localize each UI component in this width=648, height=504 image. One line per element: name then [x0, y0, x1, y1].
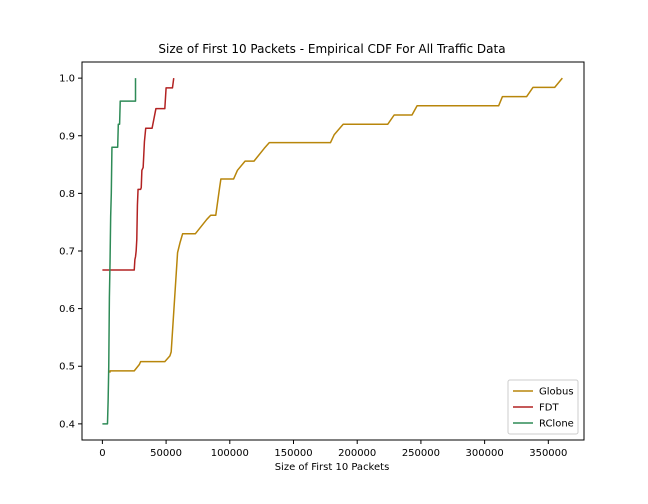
chart-title: Size of First 10 Packets - Empirical CDF…: [158, 42, 505, 56]
y-tick-label: 0.8: [59, 189, 75, 200]
x-tick-label: 100000: [211, 448, 249, 459]
legend-box: [507, 379, 579, 435]
series-line-fdt: [102, 78, 175, 271]
x-tick-label: 200000: [338, 448, 376, 459]
legend-entry: RClone: [539, 419, 574, 430]
x-tick-label: 0: [99, 448, 105, 459]
y-tick-label: 0.6: [59, 304, 75, 315]
y-tick-label: 0.5: [59, 362, 75, 373]
y-tick-label: 0.7: [59, 247, 75, 258]
x-tick-label: 250000: [402, 448, 440, 459]
series-line-globus: [109, 77, 563, 373]
x-axis-label: Size of First 10 Packets: [275, 462, 390, 473]
y-tick-label: 1.0: [59, 74, 75, 85]
series-layer: [102, 77, 563, 425]
x-tick-label: 300000: [466, 448, 504, 459]
y-axis-ticks: 0.4 0.5 0.6 0.7 0.8 0.9 1.0: [59, 74, 82, 430]
y-tick-label: 0.9: [59, 131, 75, 142]
y-tick-label: 0.4: [59, 419, 75, 430]
legend-entry: Globus: [539, 387, 574, 398]
legend-entry: FDT: [539, 403, 559, 414]
x-tick-label: 150000: [274, 448, 312, 459]
x-axis-ticks: 0 50000 100000 150000 200000 250000 300000 3500…: [99, 440, 567, 459]
x-tick-label: 350000: [529, 448, 567, 459]
x-tick-label: 50000: [150, 448, 182, 459]
legend: Globus FDT RClone: [507, 379, 579, 435]
series-line-rclone: [102, 78, 137, 425]
